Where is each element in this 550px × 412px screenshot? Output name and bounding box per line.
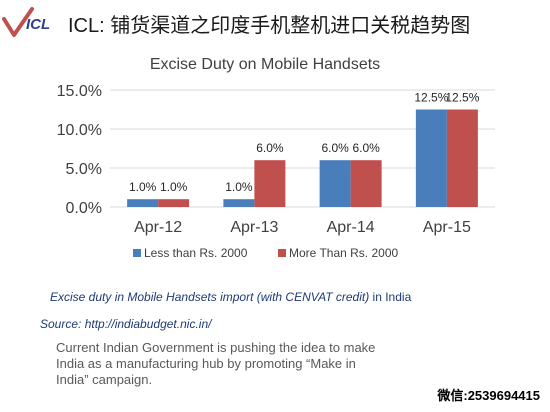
bar-value-label: 6.0% <box>352 141 380 155</box>
bar <box>223 199 255 207</box>
bar <box>446 109 478 207</box>
caption-normal: in India <box>369 290 412 304</box>
x-tick-label: Apr-13 <box>230 219 278 236</box>
note-text: Current Indian Government is pushing the… <box>56 340 376 387</box>
chart-area: 0.0% 5.0% 10.0% 15.0% 1.0% 1.0% Apr-12 1.0% 6.0%… <box>0 45 550 290</box>
bar-value-label: 1.0% <box>225 180 253 194</box>
bar <box>350 160 382 207</box>
x-tick-label: Apr-15 <box>423 219 471 236</box>
x-tick-label: Apr-12 <box>134 219 182 236</box>
icl-logo: ICL <box>2 5 60 41</box>
y-tick-label: 0.0% <box>66 200 102 217</box>
source-line: Source: http://indiabudget.nic.in/ <box>40 317 212 331</box>
bar-value-label: 12.5% <box>445 91 479 105</box>
bar <box>319 160 351 207</box>
chart-title: Excise Duty on Mobile Handsets <box>149 56 381 73</box>
legend-swatch <box>278 249 286 257</box>
y-tick-label: 10.0% <box>57 122 102 139</box>
caption-italic: Excise duty in Mobile Handsets import (w… <box>50 290 370 304</box>
bar <box>127 199 159 207</box>
x-tick-label: Apr-14 <box>327 219 375 236</box>
legend-swatch <box>133 249 141 257</box>
y-tick-label: 5.0% <box>66 161 102 178</box>
legend-label: More Than Rs. 2000 <box>289 246 398 260</box>
check-swoosh-icon <box>2 7 34 37</box>
wechat-id: 微信:2539694415 <box>437 388 540 403</box>
bar-value-label: 6.0% <box>256 141 284 155</box>
bar-value-label: 12.5% <box>414 91 448 105</box>
bar-value-label: 6.0% <box>321 141 349 155</box>
bar <box>158 199 190 207</box>
page-title: ICL: 铺货渠道之印度手机整机进口关税趋势图 <box>68 15 471 37</box>
bar <box>254 160 286 207</box>
logo-text: ICL <box>26 16 50 33</box>
legend-label: Less than Rs. 2000 <box>144 246 248 260</box>
bar <box>415 109 447 207</box>
chart-caption: Excise duty in Mobile Handsets import (w… <box>50 290 411 304</box>
bar-value-label: 1.0% <box>160 180 188 194</box>
bar-value-label: 1.0% <box>129 180 157 194</box>
bar-chart: 0.0%5.0%10.0%15.0%1.0% 1.0%Apr-121.0%6.0%… <box>57 83 495 260</box>
y-tick-label: 15.0% <box>57 83 102 100</box>
